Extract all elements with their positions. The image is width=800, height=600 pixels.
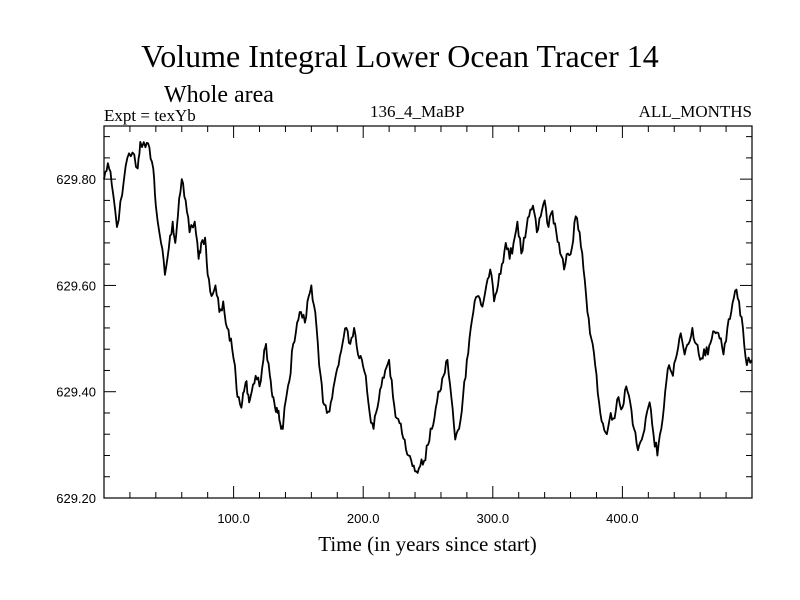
chart-subtitle: Whole area: [164, 82, 274, 108]
x-axis: 100.0 200.0 300.0 400.0: [129, 126, 753, 526]
x-tick-label: 400.0: [606, 511, 639, 526]
center-label: 136_4_MaBP: [370, 102, 465, 121]
months-label: ALL_MONTHS: [638, 102, 752, 121]
plot-frame: [103, 125, 753, 499]
x-axis-label: Time (in years since start): [318, 532, 537, 556]
y-tick-label: 629.80: [56, 172, 96, 187]
y-tick-label: 629.20: [56, 491, 96, 506]
x-tick-label: 200.0: [347, 511, 380, 526]
series-layer: [103, 141, 753, 474]
experiment-label: Expt = texYb: [104, 106, 196, 125]
series-line: [103, 141, 753, 474]
y-tick-label: 629.60: [56, 278, 96, 293]
y-tick-label: 629.40: [56, 385, 96, 400]
chart-title: Volume Integral Lower Ocean Tracer 14: [141, 38, 659, 74]
y-axis: 629.20 629.40 629.60 629.80: [56, 136, 752, 506]
x-tick-label: 300.0: [477, 511, 510, 526]
x-tick-label: 100.0: [217, 511, 250, 526]
